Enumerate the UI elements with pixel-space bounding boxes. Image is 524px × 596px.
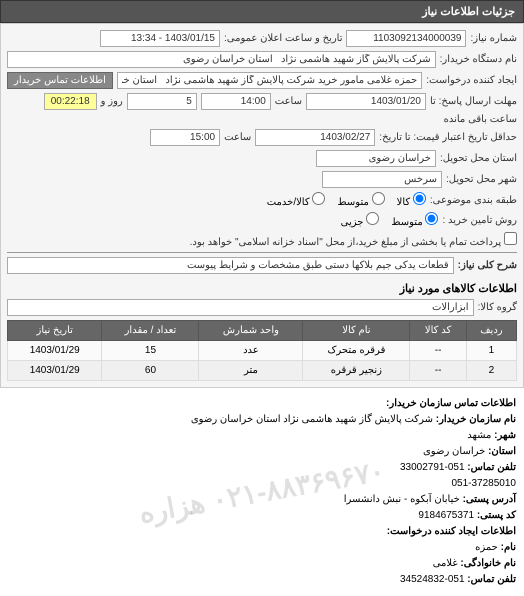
- panel-title: جزئیات اطلاعات نیاز: [422, 6, 515, 18]
- contact-heading: اطلاعات تماس سازمان خریدار:: [386, 398, 516, 409]
- goods-group-input[interactable]: [7, 299, 474, 316]
- fname-label: نام:: [501, 542, 516, 553]
- col-name: نام کالا: [303, 321, 410, 341]
- reply-date-input[interactable]: [306, 93, 426, 110]
- postcode-value: 9184675371: [418, 510, 474, 521]
- goods-table: ردیف کد کالا نام کالا واحد شمارش تعداد /…: [7, 320, 517, 381]
- goods-group-label: گروه کالا:: [478, 302, 517, 313]
- fname-value: حمزه: [475, 542, 498, 553]
- validity-time-input[interactable]: [150, 129, 220, 146]
- reply-time-label: ساعت: [275, 96, 302, 107]
- phone-label: تلفن تماس:: [467, 462, 516, 473]
- delivery-province-input[interactable]: [316, 150, 436, 167]
- reply-deadline-label: مهلت ارسال پاسخ: تا: [430, 96, 517, 107]
- pay-partial-radio[interactable]: جزیی: [341, 212, 380, 228]
- panel-header: جزئیات اطلاعات نیاز: [0, 0, 524, 23]
- postal-value: خیابان آبکوه - نبش دانشسرا: [344, 494, 460, 505]
- pack-medium-radio[interactable]: متوسط: [337, 192, 384, 208]
- col-qty: تعداد / مقدار: [102, 321, 199, 341]
- delivery-province-label: استان محل تحویل:: [440, 153, 517, 164]
- divider: [7, 252, 517, 253]
- remaining-label: ساعت باقی مانده: [444, 114, 517, 125]
- contact-buyer-button[interactable]: اطلاعات تماس خریدار: [7, 72, 113, 89]
- treasury-checkbox[interactable]: پرداخت تمام یا بخشی از مبلغ خرید،از محل …: [190, 232, 517, 248]
- col-unit: واحد شمارش: [199, 321, 303, 341]
- city-value: مشهد: [467, 430, 491, 441]
- need-number-input[interactable]: [346, 30, 466, 47]
- announce-label: تاریخ و ساعت اعلان عمومی:: [224, 33, 343, 44]
- contact-info-section: ۰۲۱-۸۸۳۶۹۶۷۰ هزاره اطلاعات تماس سازمان خ…: [0, 388, 524, 596]
- org-value: شرکت پالایش گاز شهید هاشمی نژاد استان خر…: [191, 414, 433, 425]
- requester-label: ایجاد کننده درخواست:: [426, 75, 517, 86]
- announce-input[interactable]: [100, 30, 220, 47]
- province-label: استان:: [488, 446, 516, 457]
- pack-service-radio[interactable]: کالا/خدمت: [267, 192, 326, 208]
- lname-label: نام خانوادگی:: [460, 558, 516, 569]
- validity-date-input[interactable]: [255, 129, 375, 146]
- table-header-row: ردیف کد کالا نام کالا واحد شمارش تعداد /…: [8, 321, 517, 341]
- buyer-org-input[interactable]: [7, 51, 436, 68]
- purchase-type-label: روش تامین خرید :: [442, 215, 517, 226]
- need-desc-input[interactable]: [7, 257, 454, 274]
- lname-value: غلامی: [433, 558, 458, 569]
- countdown-timer: 00:22:18: [44, 93, 97, 110]
- days-remaining-input[interactable]: [127, 93, 197, 110]
- need-number-label: شماره نیاز:: [470, 33, 517, 44]
- province-value: خراسان رضوی: [423, 446, 485, 457]
- need-desc-label: شرح کلی نیاز:: [458, 260, 517, 271]
- delivery-city-label: شهر محل تحویل:: [446, 174, 517, 185]
- requester-input[interactable]: [117, 72, 422, 89]
- pay-medium-radio[interactable]: متوسط: [391, 212, 438, 228]
- org-label: نام سازمان خریدار:: [436, 414, 516, 425]
- delivery-city-input[interactable]: [322, 171, 442, 188]
- pack-type-label: طبقه بندی موضوعی:: [430, 195, 517, 206]
- col-code: کد کالا: [410, 321, 466, 341]
- reply-time-input[interactable]: [201, 93, 271, 110]
- req-info-label: اطلاعات ایجاد کننده درخواست:: [387, 526, 516, 537]
- postcode-label: کد پستی:: [477, 510, 516, 521]
- validity-time-label: ساعت: [224, 132, 251, 143]
- postal-label: آدرس پستی:: [463, 494, 516, 505]
- form-area: شماره نیاز: تاریخ و ساعت اعلان عمومی: نا…: [0, 23, 524, 388]
- goods-section-title: اطلاعات کالاهای مورد نیاز: [7, 278, 517, 299]
- table-row[interactable]: 2 -- زنجیر قرقره متر 60 1403/01/29: [8, 361, 517, 381]
- buyer-org-label: نام دستگاه خریدار:: [440, 54, 517, 65]
- table-row[interactable]: 1 -- قرقره متحرک عدد 15 1403/01/29: [8, 341, 517, 361]
- days-label: روز و: [101, 96, 123, 107]
- city-label: شهر:: [494, 430, 516, 441]
- col-date: تاریخ نیاز: [8, 321, 102, 341]
- col-row: ردیف: [466, 321, 516, 341]
- validity-label: حداقل تاریخ اعتبار قیمت: تا تاریخ:: [379, 132, 517, 143]
- pack-goods-radio[interactable]: کالا: [397, 192, 426, 208]
